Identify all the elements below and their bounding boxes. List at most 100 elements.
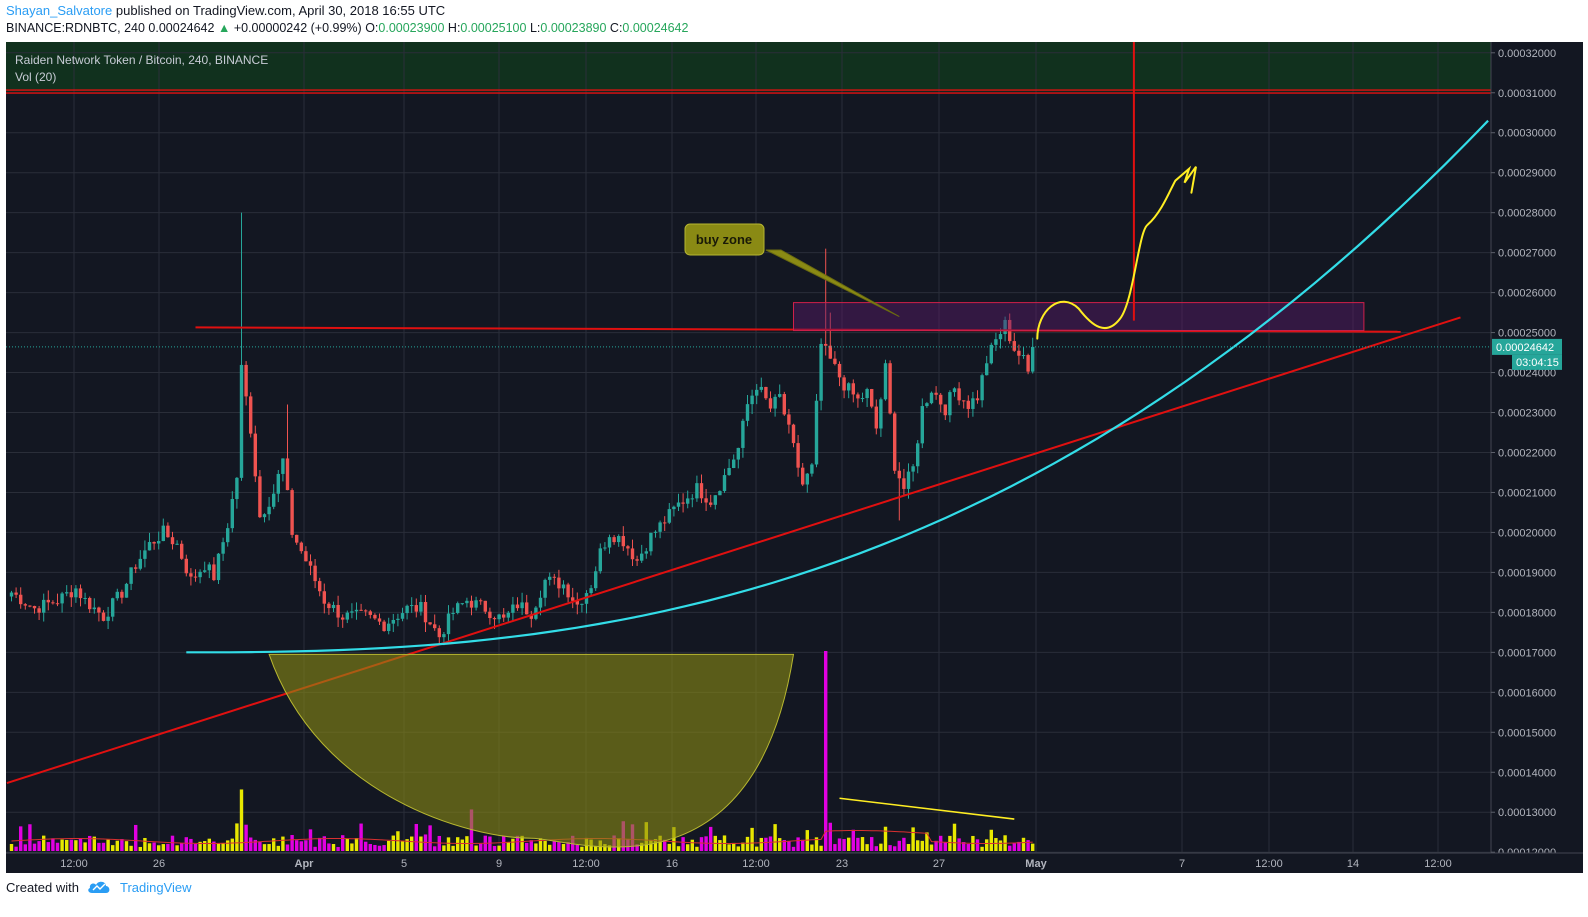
candle-body [451,612,455,614]
volume-bar [290,835,294,851]
price-tick-label: 0.00024000 [1498,368,1556,380]
volume-bar [676,846,681,851]
candle-body [506,612,510,618]
last-price: 0.00024642 [148,21,215,35]
candle-body [364,610,368,612]
volume-bar [906,844,911,851]
candle-body [796,443,800,468]
volume-bar [74,840,78,851]
callout-pointer [765,249,900,318]
candle-body [893,413,897,471]
volume-bar [207,838,211,851]
volume-bar [911,827,915,851]
volume-bar [212,841,216,851]
volume-bar [456,837,460,851]
volume-bar [258,841,262,851]
volume-bar [60,839,64,851]
candle-body [446,613,451,635]
volume-bar [359,823,363,851]
volume-bar [69,839,73,851]
candle-body [203,570,207,572]
volume-bar [373,844,377,851]
candle-body [745,404,750,421]
candle-body [906,471,911,489]
candle-body [621,536,625,547]
candle-body [143,550,147,559]
candle-body [442,634,446,638]
candle-body [492,618,497,620]
volume-bar [124,841,129,851]
volume-bar [492,846,497,851]
time-tick-label: May [1025,858,1047,870]
candle-body [69,592,73,598]
candle-body [350,611,354,613]
volume-bar [239,789,244,851]
volume-bar [166,843,170,851]
candle-body [833,358,837,364]
volume-bar [952,823,957,851]
candle-body [667,509,671,523]
volume-bar [83,842,87,851]
candle-body [267,506,271,515]
volume-bar [566,842,570,851]
volume-bar [732,842,736,851]
author-link[interactable]: Shayan_Salvatore [6,3,113,18]
ascending-trendline [6,316,1461,785]
volume-bar [695,846,699,851]
candle-body [207,564,211,571]
price-chart[interactable]: buy zone 0.00032000 0.00031000 0.00030000 0.… [6,42,1583,873]
candle-body [97,607,101,613]
volume-bar [897,840,901,851]
publish-info: Shayan_Salvatore published on TradingVie… [6,3,445,18]
time-tick-label: 12:00 [1424,858,1452,870]
series-legend: Raiden Network Token / Bitcoin, 240, BIN… [15,53,269,67]
volume-bar [552,840,556,851]
volume-bar [640,842,644,851]
candle-body [704,498,708,503]
candle-body [713,495,717,505]
volume-bar [934,840,938,851]
price-tick-label: 0.00022000 [1498,447,1556,459]
candle-body [313,565,317,582]
candle-body [759,386,763,390]
candle-body [630,548,635,560]
candle-body [221,542,225,554]
candle-body [147,542,152,551]
candle-body [14,592,18,595]
candle-body [193,576,198,578]
candle-body [801,467,805,485]
candle-body [640,553,644,561]
candle-body [566,584,570,598]
time-tick-label: 9 [496,858,502,870]
volume-bar [755,846,759,851]
volume-bar [410,836,414,851]
candle-body [764,386,768,399]
candle-body [543,579,547,598]
tradingview-link[interactable]: TradingView [120,880,192,895]
volume-bar [377,845,382,851]
candle-body [966,400,970,409]
price-tick-label: 0.00013000 [1498,807,1556,819]
volume-bar [276,845,280,851]
volume-bar [837,838,842,851]
volume-bar [787,841,791,851]
candle-body [768,398,773,409]
volume-bar [262,844,267,851]
volume-bar [184,837,188,851]
candle-body [354,609,359,612]
candle-body [589,588,593,594]
chart-area[interactable]: buy zone 0.00032000 0.00031000 0.00030000 0.… [6,42,1583,873]
volume-bar [957,838,961,851]
candle-body [584,593,589,604]
volume-bar [281,836,285,851]
candle-body [184,558,188,574]
candle-body [377,618,382,622]
candle-body [28,605,32,607]
candle-body [741,420,745,448]
candle-body [405,605,409,614]
volume-bar [672,827,676,851]
volume-bar [929,844,934,851]
volume-bar [782,840,786,851]
volume-bar [1017,841,1021,851]
time-tick-label: 16 [666,858,678,870]
